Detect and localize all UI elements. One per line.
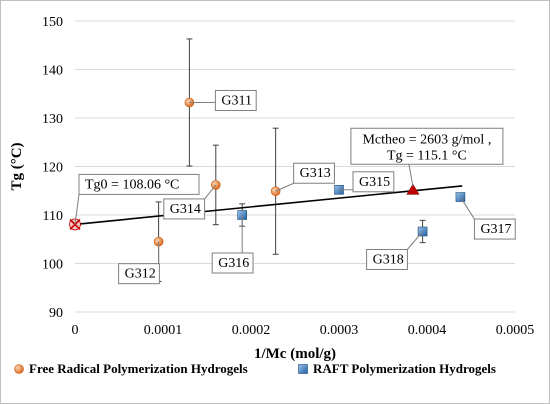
callouts: G311 G312 G313 G314 G315 G316 G317 G318 Tg0 = 10… [74, 89, 516, 285]
callout-mctheo-line1: Mctheo = 2603 g/mol , [362, 132, 491, 147]
x-tick-label-0-0005: 0.0005 [496, 323, 535, 338]
callout-tg0-box [78, 173, 200, 195]
callout-g318-text: G318 [373, 252, 404, 267]
callout-g317-leader [460, 196, 475, 220]
legend-marker-raft-polymerization-hydrogels [298, 364, 308, 374]
axes: 90 100 110 120 130 140 150 0 0.0001 0.0002 0.0003 0… [9, 15, 534, 362]
callout-g313-box [293, 162, 335, 184]
callout-g316-box [211, 252, 254, 274]
callout-g318-leader [407, 231, 423, 250]
callout-g314-text: G314 [170, 202, 201, 217]
x-tick-label-0-0002: 0.0002 [232, 323, 271, 338]
y-axis-title: Tg (°C) [9, 142, 25, 190]
callout-g316-text: G316 [218, 256, 249, 271]
y-tick-label-120: 120 [42, 161, 63, 176]
callout-g314-box [163, 198, 206, 220]
callout-tg0-text: Tg0 = 108.06 °C [85, 177, 179, 192]
data-markers [69, 97, 466, 247]
y-tick-label-90: 90 [49, 306, 63, 321]
fit-line-layer [74, 185, 463, 226]
callout-g314-leader [204, 184, 217, 200]
callout-g317-text: G317 [480, 222, 511, 237]
x-tick-label-0-0001: 0.0001 [144, 323, 183, 338]
callout-g313-leader [275, 182, 294, 192]
callout-g312-box [118, 263, 160, 285]
y-tick-label-140: 140 [42, 64, 63, 79]
callout-g311-text: G311 [221, 93, 252, 108]
callout-g311-box [214, 89, 257, 111]
callout-mctheo-box [350, 127, 504, 165]
callout-tg0-leader [74, 194, 80, 225]
point-mctheo [406, 183, 420, 195]
callout-g312-text: G312 [125, 267, 156, 282]
y-tick-label-130: 130 [42, 112, 63, 127]
x-tick-label-0: 0 [72, 323, 79, 338]
x-axis-title: 1/Mc (mol/g) [254, 346, 336, 362]
callout-g315-text: G315 [359, 175, 390, 190]
y-tick-label-100: 100 [42, 258, 63, 273]
y-tick-label-150: 150 [42, 15, 63, 30]
y-tick-label-110: 110 [43, 209, 63, 224]
legend-label-raft-polymerization-hydrogels: RAFT Polymerization Hydrogels [313, 361, 496, 376]
callout-g318-box [366, 248, 408, 270]
callout-g313-text: G313 [300, 166, 331, 181]
x-tick-label-0-0004: 0.0004 [408, 323, 447, 338]
x-tick-label-0-0003: 0.0003 [320, 323, 359, 338]
legend-label-free-radical-polymerization-hydrogels: Free Radical Polymerization Hydrogels [29, 361, 248, 376]
callout-g315-box [352, 171, 395, 193]
legend: Free Radical Polymerization Hydrogels RAF… [14, 361, 496, 376]
fit-line [74, 185, 463, 226]
callout-mctheo-leader [408, 164, 414, 187]
callout-g317-box [473, 218, 516, 240]
callout-mctheo-line2: Tg = 115.1 °C [387, 148, 467, 163]
legend-marker-free-radical-polymerization-hydrogels [14, 364, 24, 374]
